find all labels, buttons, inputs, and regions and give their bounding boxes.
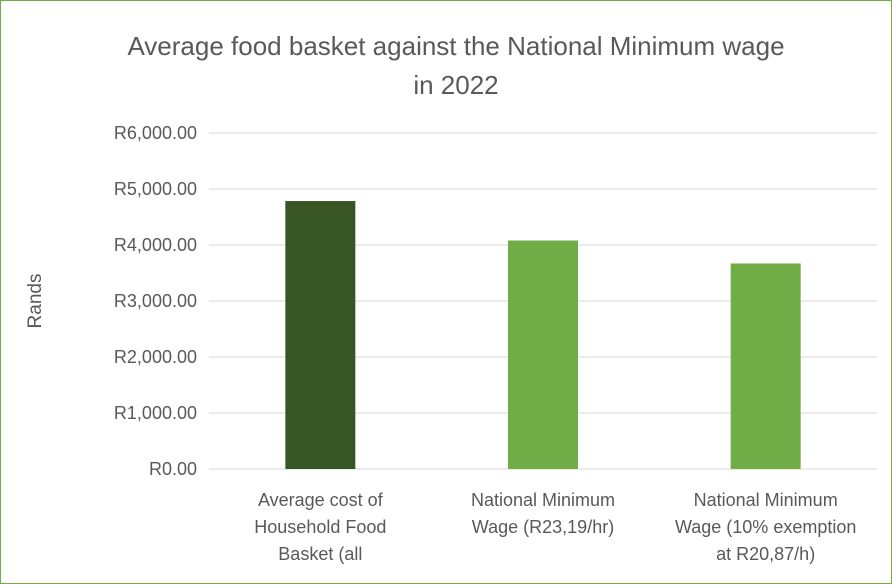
x-category-label: National Minimum: [694, 490, 838, 510]
x-category-label: National Minimum: [471, 490, 615, 510]
bars: [285, 201, 801, 470]
y-axis-label: Rands: [25, 274, 46, 329]
y-tick-label: R5,000.00: [114, 179, 197, 199]
chart-title-line-1: Average food basket against the National…: [127, 31, 784, 61]
x-category-label: at R20,87/h): [716, 544, 815, 564]
x-category-label: Wage (10% exemption: [675, 517, 856, 537]
y-tick-label: R2,000.00: [114, 347, 197, 367]
x-category-label: Wage (R23,19/hr): [472, 517, 614, 537]
y-tick-label: R4,000.00: [114, 235, 197, 255]
y-tick-label: R6,000.00: [114, 123, 197, 143]
y-tick-labels: R0.00 R1,000.00 R2,000.00 R3,000.00 R4,000.0…: [114, 123, 197, 479]
y-tick-label: R3,000.00: [114, 291, 197, 311]
x-category-labels: Average cost of Household Food Basket (all…: [254, 490, 856, 564]
y-tick-label: R0.00: [149, 459, 197, 479]
x-category-label: Basket (all: [278, 544, 362, 564]
bar: [730, 263, 801, 469]
x-category-label: Household Food: [254, 517, 386, 537]
bar: [285, 201, 356, 470]
bar: [508, 240, 578, 469]
x-category-label: Average cost of: [258, 490, 384, 510]
y-tick-label: R1,000.00: [114, 403, 197, 423]
chart-title-line-2: in 2022: [413, 70, 498, 100]
